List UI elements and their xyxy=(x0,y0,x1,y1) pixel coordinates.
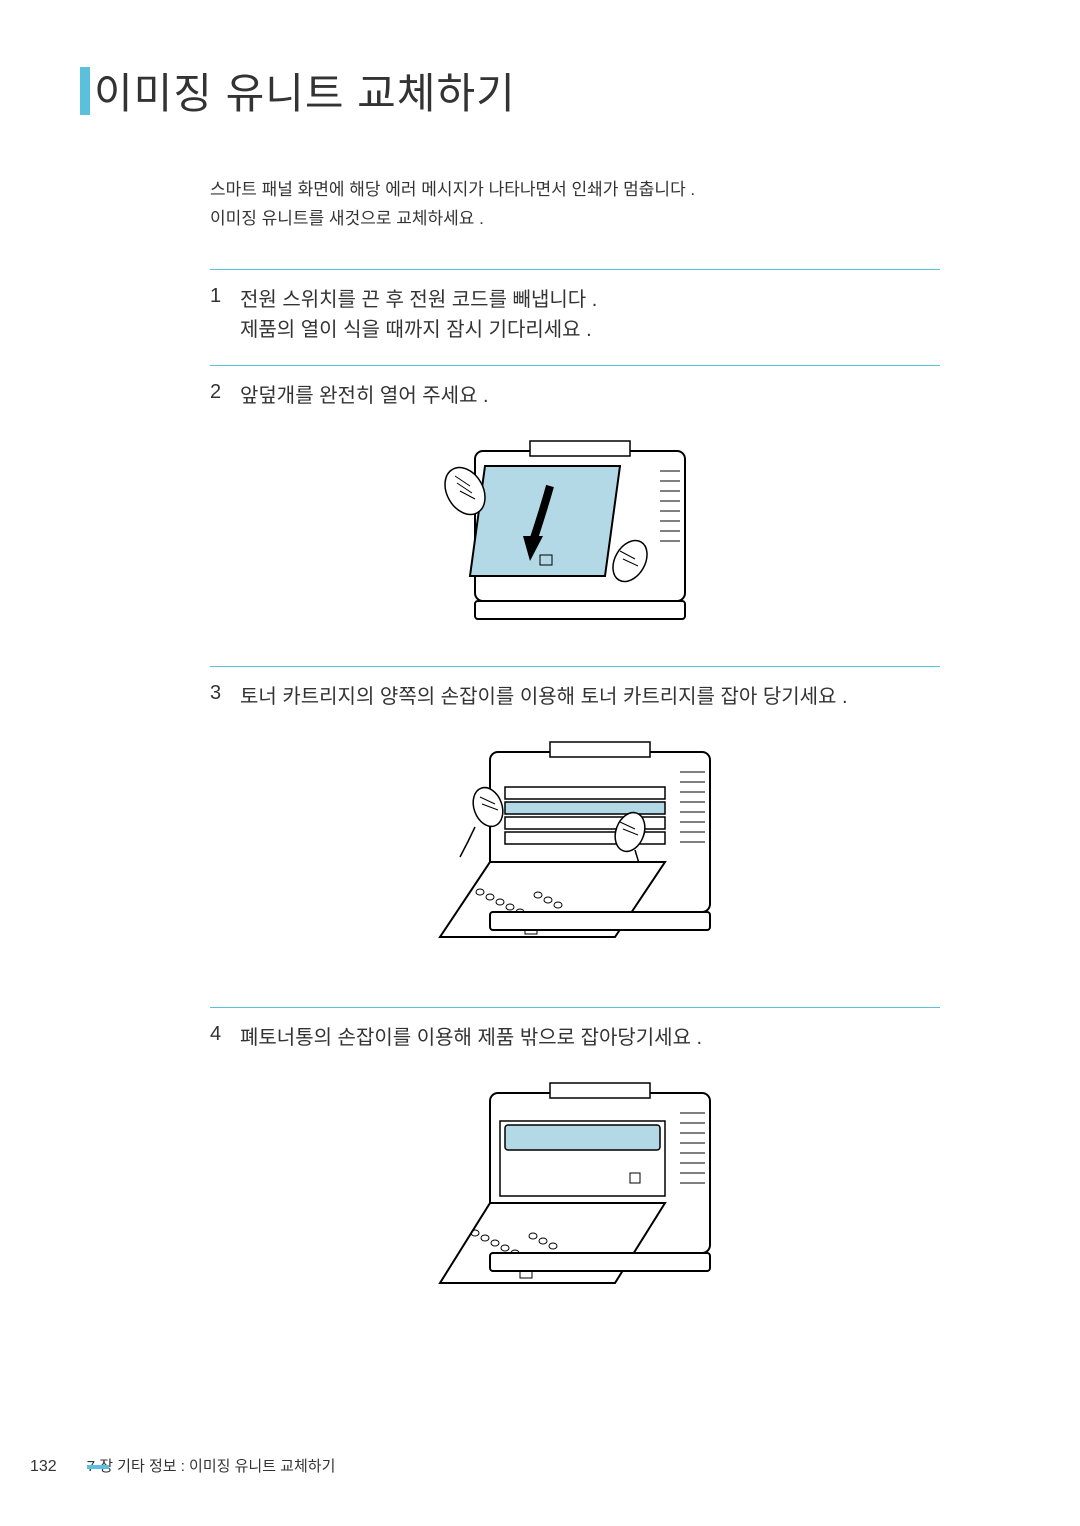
step-row: 2 앞덮개를 완전히 열어 주세요 . xyxy=(210,381,940,411)
printer-remove-cartridge-icon xyxy=(420,732,730,972)
footer-accent-bar xyxy=(87,1465,109,1469)
step-text: 폐토너통의 손잡이를 이용해 제품 밖으로 잡아당기세요 . xyxy=(240,1023,702,1053)
step-text-line-1: 전원 스위치를 끈 후 전원 코드를 빼냅니다 . xyxy=(240,285,597,315)
page-number: 132 xyxy=(30,1458,57,1476)
step-3-illustration xyxy=(210,732,940,972)
step-4: 4 폐토너통의 손잡이를 이용해 제품 밖으로 잡아당기세요 . xyxy=(210,1007,940,1348)
title-accent-bar xyxy=(80,67,90,115)
page-title: 이미징 유니트 교체하기 xyxy=(94,60,516,121)
step-2: 2 앞덮개를 완전히 열어 주세요 . xyxy=(210,365,940,666)
step-number: 3 xyxy=(210,682,240,705)
step-1: 1 전원 스위치를 끈 후 전원 코드를 빼냅니다 . 제품의 열이 식을 때까… xyxy=(210,269,940,365)
step-row: 3 토너 카트리지의 양쪽의 손잡이를 이용해 토너 카트리지를 잡아 당기세요… xyxy=(210,682,940,712)
intro-text: 스마트 패널 화면에 해당 에러 메시지가 나타나면서 인쇄가 멈춥니다 . 이… xyxy=(210,176,1000,234)
step-number: 4 xyxy=(210,1023,240,1046)
footer-chapter-text: 7 장 기타 정보 : 이미징 유니트 교체하기 xyxy=(87,1455,336,1476)
step-row: 4 폐토너통의 손잡이를 이용해 제품 밖으로 잡아당기세요 . xyxy=(210,1023,940,1053)
intro-line-1: 스마트 패널 화면에 해당 에러 메시지가 나타나면서 인쇄가 멈춥니다 . xyxy=(210,176,1000,205)
step-row: 1 전원 스위치를 끈 후 전원 코드를 빼냅니다 . 제품의 열이 식을 때까… xyxy=(210,285,940,345)
intro-line-2: 이미징 유니트를 새것으로 교체하세요 . xyxy=(210,205,1000,234)
step-3: 3 토너 카트리지의 양쪽의 손잡이를 이용해 토너 카트리지를 잡아 당기세요… xyxy=(210,666,940,1007)
page-footer: 132 7 장 기타 정보 : 이미징 유니트 교체하기 xyxy=(0,1453,1080,1476)
step-text: 앞덮개를 완전히 열어 주세요 . xyxy=(240,381,489,411)
document-page: 이미징 유니트 교체하기 스마트 패널 화면에 해당 에러 메시지가 나타나면서… xyxy=(0,0,1080,1526)
step-4-illustration xyxy=(210,1073,940,1313)
printer-remove-waste-toner-icon xyxy=(420,1073,730,1313)
footer-content: 132 7 장 기타 정보 : 이미징 유니트 교체하기 xyxy=(30,1453,335,1476)
page-title-bar: 이미징 유니트 교체하기 xyxy=(80,60,1000,121)
step-text: 전원 스위치를 끈 후 전원 코드를 빼냅니다 . 제품의 열이 식을 때까지 … xyxy=(240,285,597,345)
step-text: 토너 카트리지의 양쪽의 손잡이를 이용해 토너 카트리지를 잡아 당기세요 . xyxy=(240,682,848,712)
step-text-line-2: 제품의 열이 식을 때까지 잠시 기다리세요 . xyxy=(240,315,597,345)
step-2-illustration xyxy=(210,431,940,631)
step-number: 2 xyxy=(210,381,240,404)
printer-open-cover-icon xyxy=(435,431,715,631)
step-number: 1 xyxy=(210,285,240,308)
